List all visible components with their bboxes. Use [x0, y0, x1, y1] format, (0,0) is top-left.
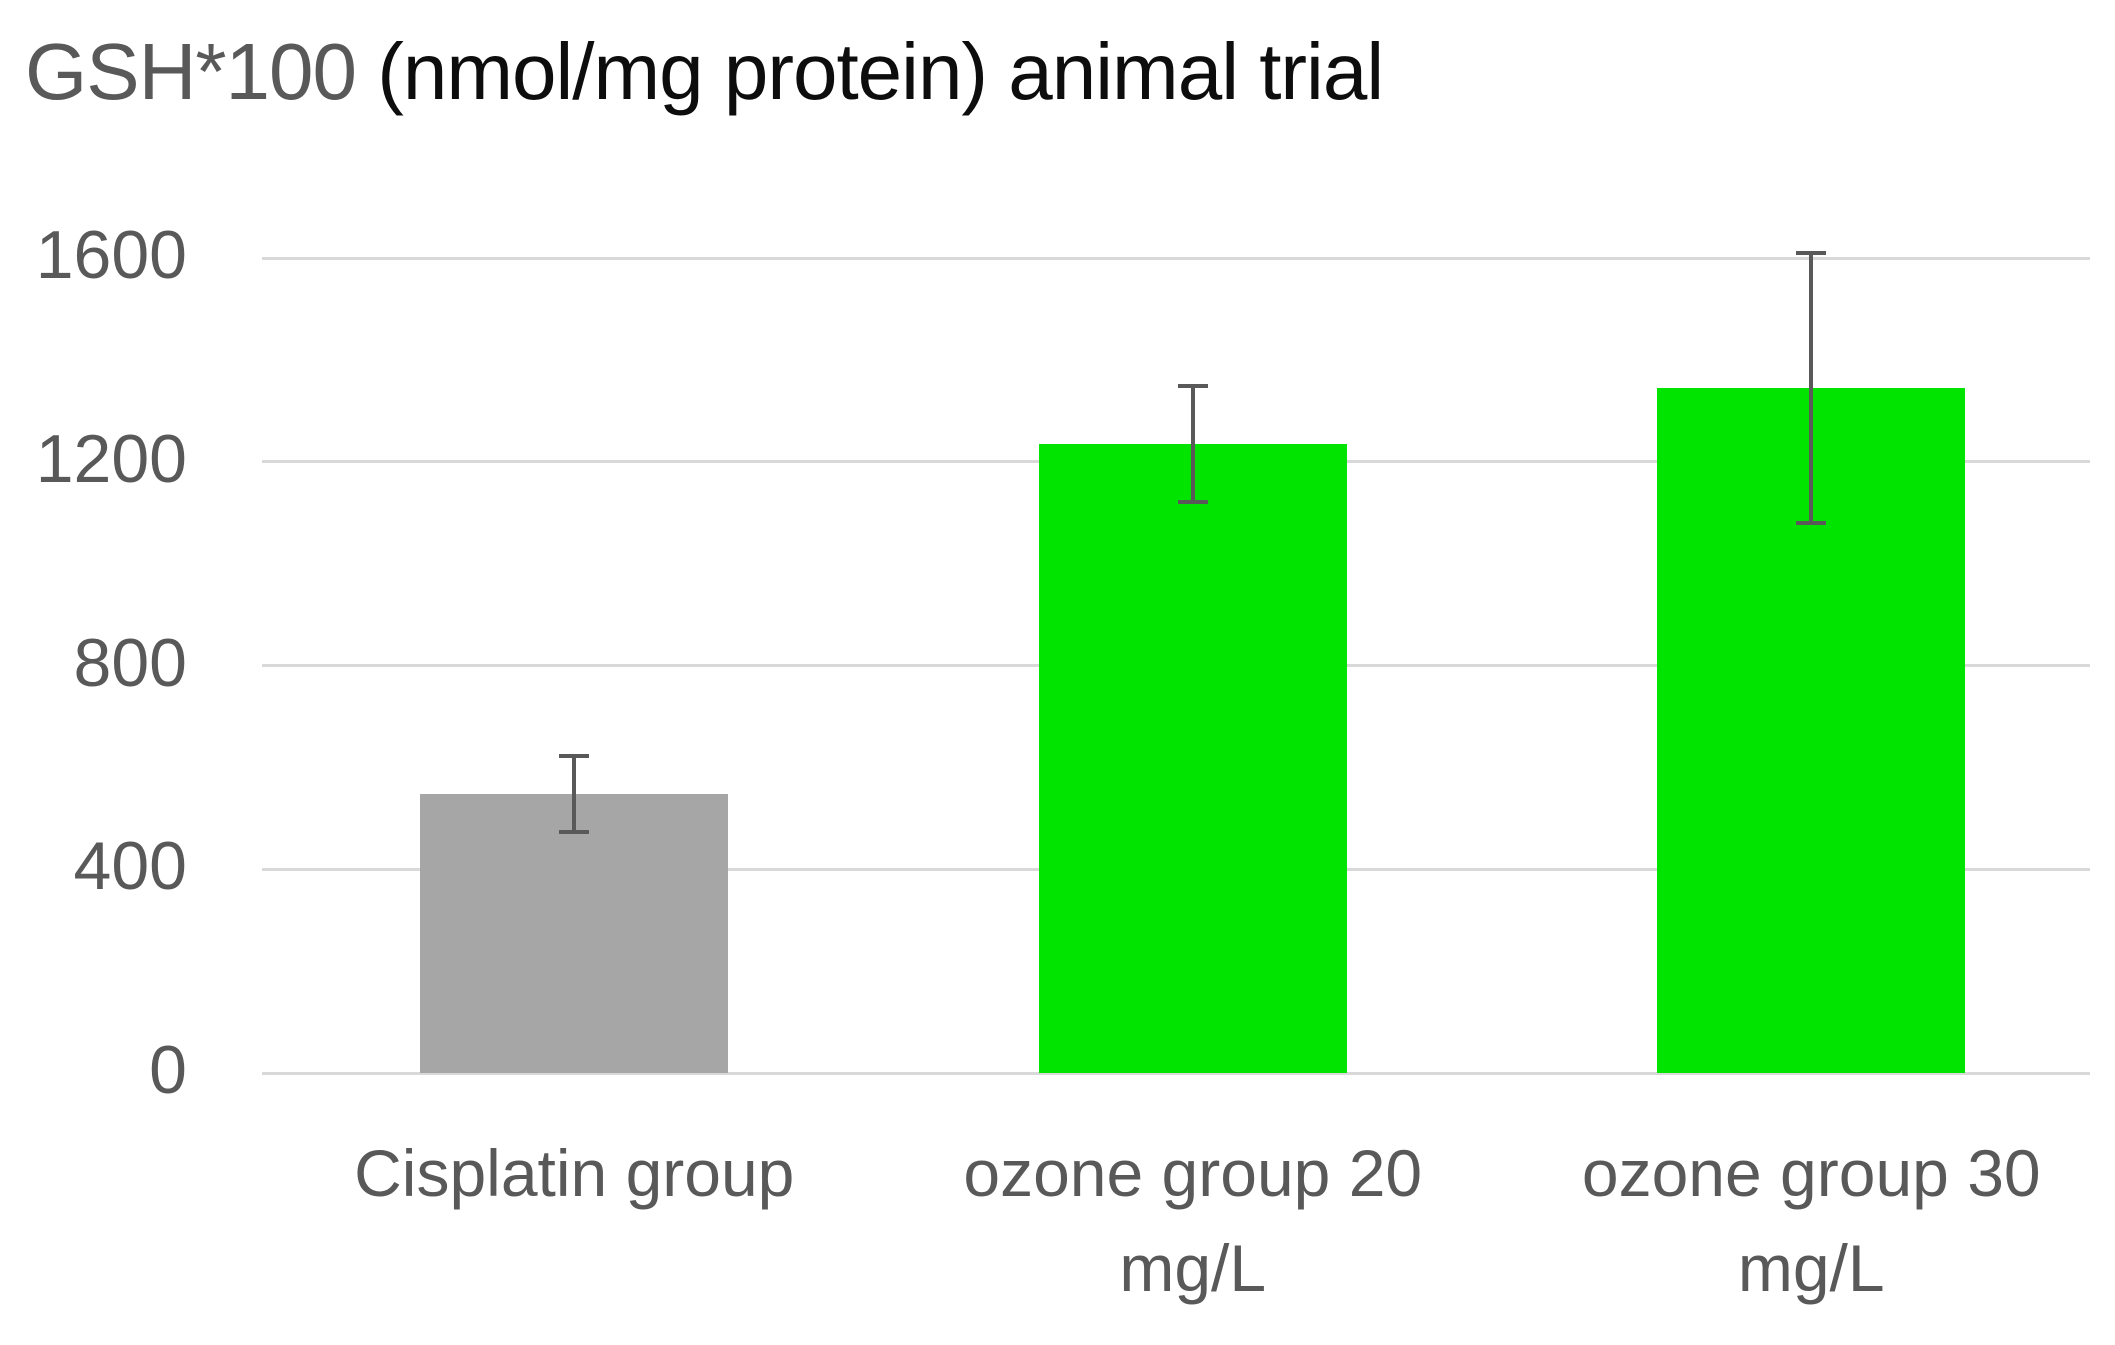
error-bar-cap: [559, 829, 590, 834]
chart-title: GSH*100 (nmol/mg protein) animal trial: [25, 27, 1384, 116]
y-axis-tick-label: 1200: [35, 420, 187, 497]
x-axis-tick-line: mg/L: [1119, 1231, 1267, 1305]
error-bar-cap: [1177, 384, 1208, 389]
x-axis-tick-label: Cisplatin group: [354, 1126, 794, 1221]
y-axis-tick-label: 800: [73, 624, 187, 701]
error-bar: [1809, 250, 1814, 525]
y-axis-tick-label: 1600: [35, 216, 187, 293]
error-bar-cap: [1796, 250, 1827, 255]
error-bar: [1190, 384, 1195, 504]
gridline: [262, 1071, 2090, 1075]
y-axis-tick-label: 400: [73, 828, 187, 905]
gridline: [262, 256, 2090, 260]
error-bar-cap: [1177, 499, 1208, 504]
error-bar-cap: [1796, 520, 1827, 525]
x-axis-tick-line: ozone group 20: [963, 1136, 1423, 1210]
y-axis-tick-label: 0: [149, 1031, 187, 1108]
error-bar-cap: [559, 754, 590, 759]
x-axis-tick-line: ozone group 30: [1581, 1136, 2041, 1210]
chart-title-units: (nmol/mg protein) animal trial: [355, 27, 1384, 116]
chart-title-measure: GSH*100: [25, 27, 357, 116]
x-axis-tick-label: ozone group 20 mg/L: [963, 1126, 1422, 1316]
x-axis-tick-line: mg/L: [1737, 1231, 1885, 1305]
bar-ozone-group-20-mg-l: [1038, 443, 1347, 1073]
x-axis-tick-line: Cisplatin group: [354, 1136, 795, 1210]
bar-cisplatin-group: [420, 793, 729, 1073]
error-bar: [572, 754, 577, 834]
x-axis-tick-label: ozone group 30 mg/L: [1582, 1126, 2041, 1316]
